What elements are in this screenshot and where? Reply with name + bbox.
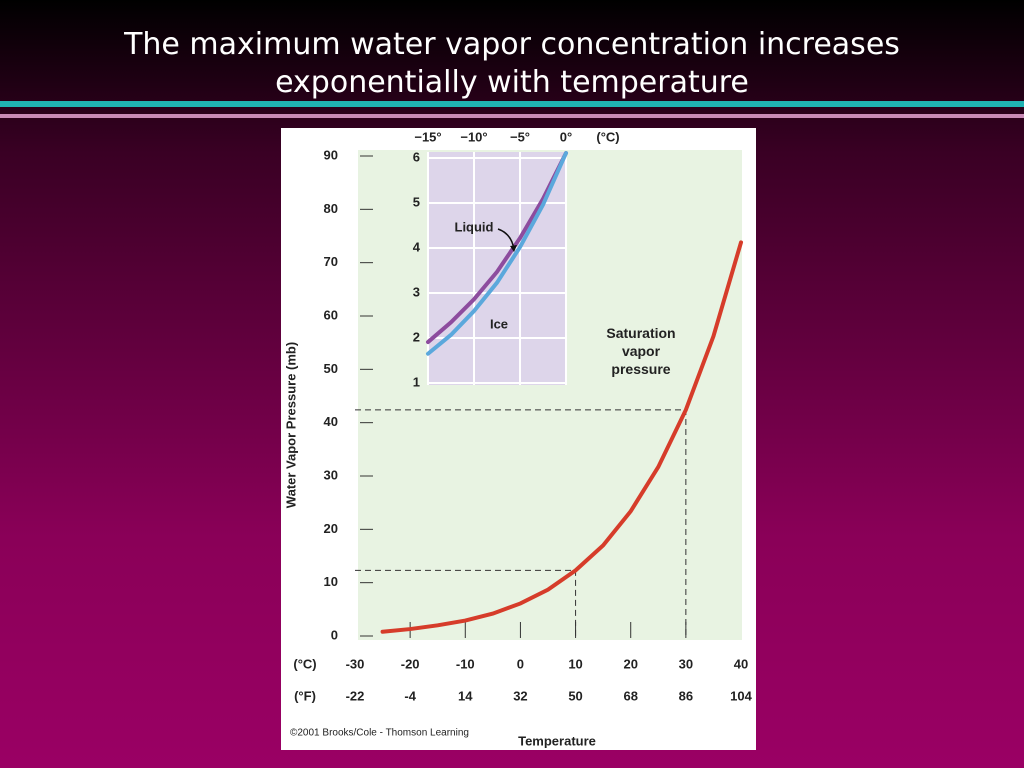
y-tick-label: 50 <box>324 361 338 376</box>
x2-tick-label: 50 <box>568 688 582 703</box>
x-axis-label: Temperature <box>518 733 596 748</box>
y-tick-label: 40 <box>324 414 338 429</box>
x-tick-label: 0 <box>517 656 524 671</box>
curve-label: Saturation vapor pressure <box>606 325 676 377</box>
x-tick-label: -30 <box>346 656 365 671</box>
x2-tick-label: 14 <box>458 688 473 703</box>
x-tick-label: 10 <box>568 656 582 671</box>
x-tick-label: −5° <box>510 129 530 144</box>
x-tick-label: -10 <box>456 656 475 671</box>
x-tick-label: 30 <box>679 656 693 671</box>
y-tick-label: 6 <box>413 149 420 164</box>
y-tick-label: 30 <box>324 467 338 482</box>
x2-tick-label: 86 <box>679 688 693 703</box>
x-tick-label: 40 <box>734 656 748 671</box>
x-tick-label: 0° <box>560 129 572 144</box>
y-axis-label: Water Vapor Pressure (mb) <box>283 342 298 508</box>
y-tick-label: 4 <box>413 239 421 254</box>
y-tick-label: 90 <box>324 147 338 162</box>
x2-tick-label: -4 <box>404 688 416 703</box>
y-tick-label: 1 <box>413 374 420 389</box>
y-tick-label: 70 <box>324 254 338 269</box>
deco-bar <box>0 114 1024 118</box>
line-series <box>380 240 743 634</box>
x-tick-label: 20 <box>623 656 637 671</box>
y-tick-label: 5 <box>413 194 420 209</box>
y-tick-label: 80 <box>324 201 338 216</box>
x-tick-label: −10° <box>460 129 487 144</box>
deco-bar <box>0 101 1024 107</box>
x-tick-label: -20 <box>401 656 420 671</box>
x2-tick-label: 32 <box>513 688 527 703</box>
arrow-head <box>510 245 517 252</box>
x-unit-label: (°C) <box>596 129 619 144</box>
series-label: Ice <box>490 316 508 331</box>
x-unit-label: (°C) <box>293 656 316 671</box>
x2-unit-label: (°F) <box>294 688 316 703</box>
y-tick-label: 3 <box>413 284 420 299</box>
x2-tick-label: 68 <box>623 688 637 703</box>
series-label: Liquid <box>455 219 494 234</box>
line-series <box>426 151 568 345</box>
credit: ©2001 Brooks/Cole - Thomson Learning <box>290 728 469 739</box>
y-tick-label: 60 <box>324 307 338 322</box>
line-series <box>426 151 568 356</box>
slide-title: The maximum water vapor concentration in… <box>124 27 900 100</box>
y-tick-label: 2 <box>413 329 420 344</box>
x2-tick-label: 104 <box>730 688 752 703</box>
y-tick-label: 20 <box>324 521 338 536</box>
x2-tick-label: -22 <box>346 688 365 703</box>
y-tick-label: 10 <box>324 574 338 589</box>
x-tick-label: −15° <box>414 129 441 144</box>
y-tick-label: 0 <box>331 627 338 642</box>
